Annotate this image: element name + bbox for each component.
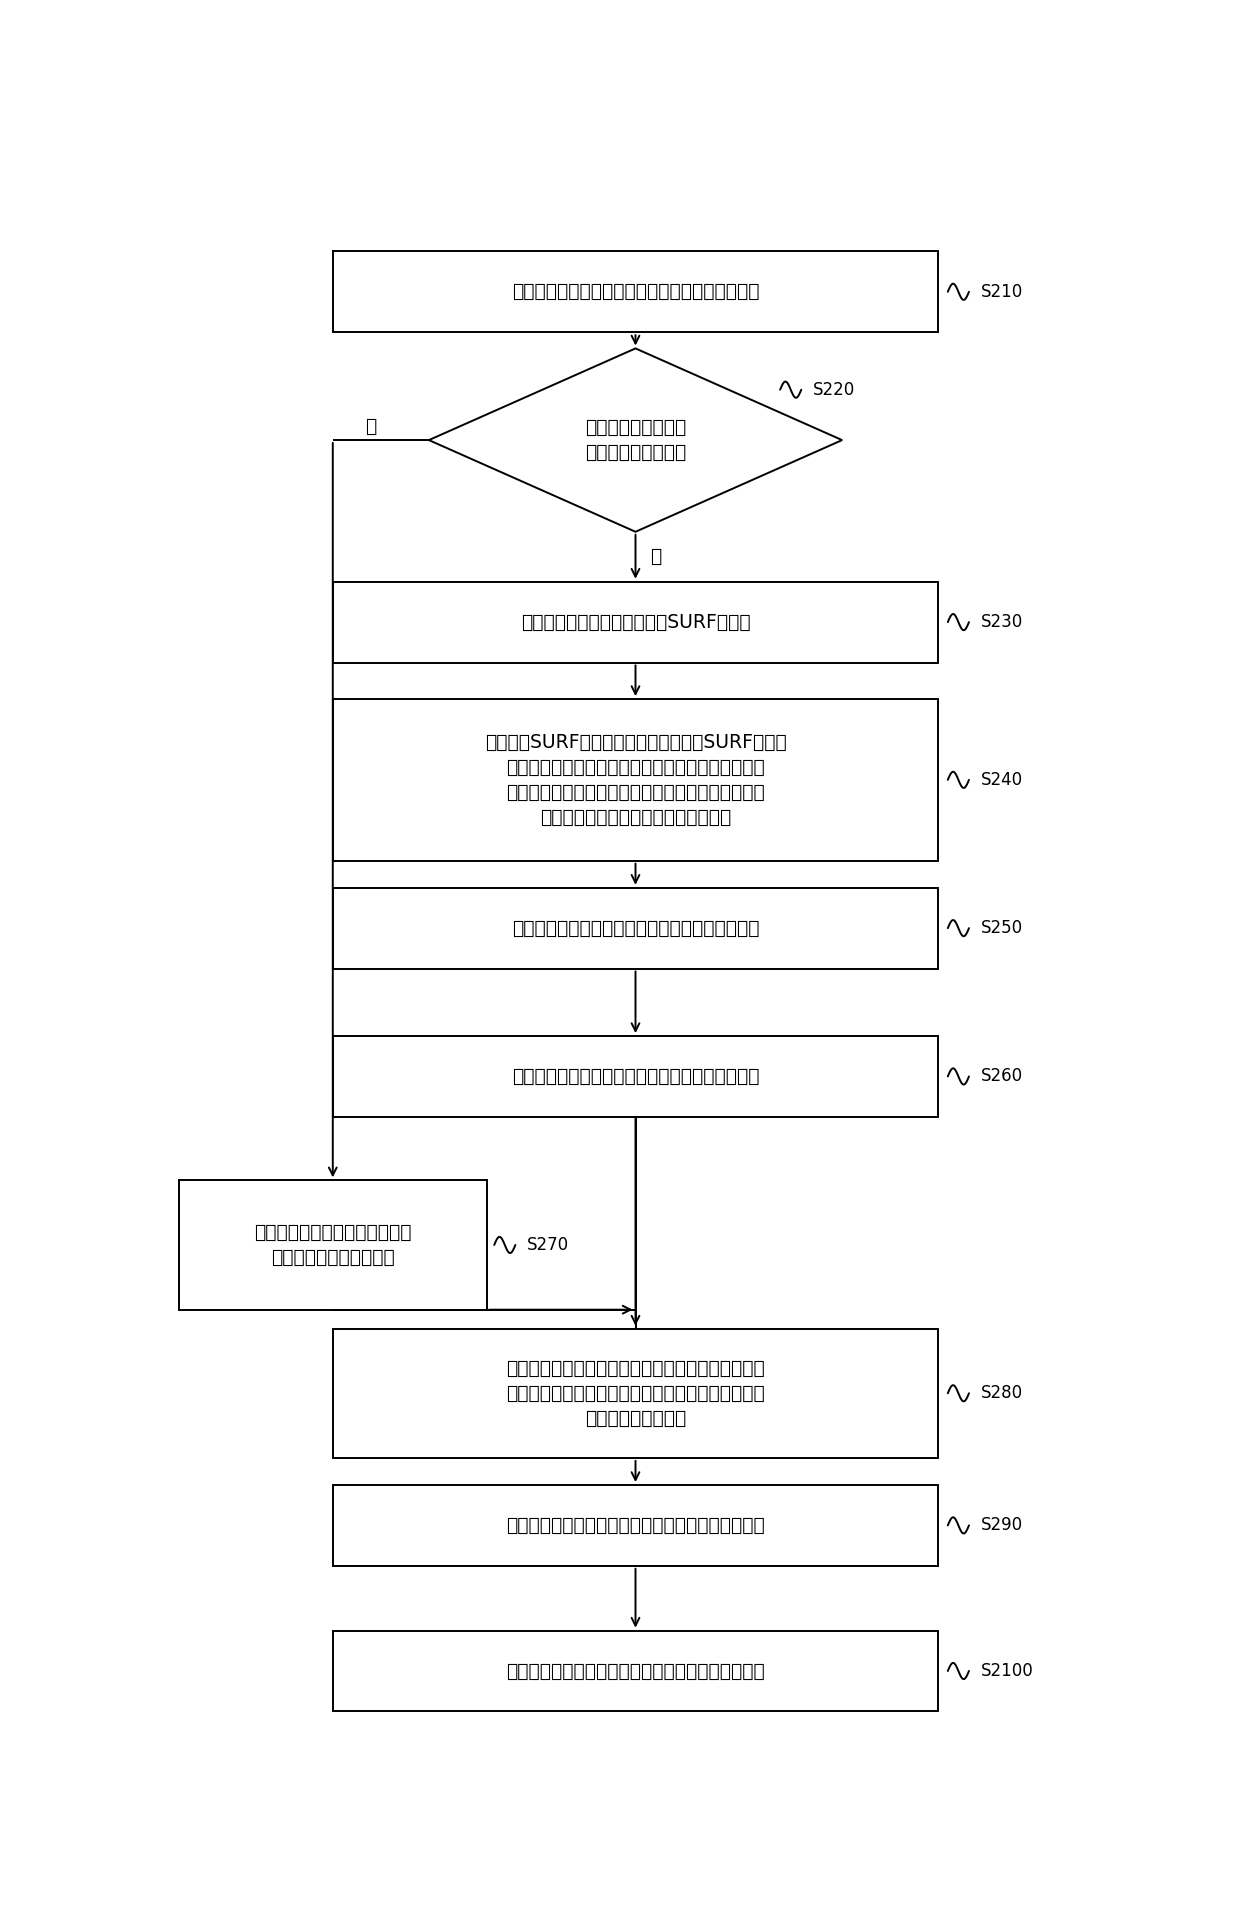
Text: S220: S220 — [812, 381, 856, 399]
Text: S270: S270 — [527, 1236, 569, 1254]
Text: S250: S250 — [981, 919, 1023, 938]
FancyBboxPatch shape — [332, 582, 939, 663]
Text: 检测所述第一帧焊缝图像中的SURF特征点: 检测所述第一帧焊缝图像中的SURF特征点 — [521, 612, 750, 632]
Text: 获取一帧焊缝图像，对所述焊缝图像进行中值滤波: 获取一帧焊缝图像，对所述焊缝图像进行中值滤波 — [512, 283, 759, 300]
Text: 根据所述第二类特征点的分布确定第二感兴趣区域: 根据所述第二类特征点的分布确定第二感兴趣区域 — [512, 1067, 759, 1086]
FancyBboxPatch shape — [332, 1631, 939, 1712]
Text: 在所述第二二值化感兴趣区域中确定两个焊缝特征点: 在所述第二二值化感兴趣区域中确定两个焊缝特征点 — [506, 1662, 765, 1681]
Text: S210: S210 — [981, 283, 1023, 300]
Text: S240: S240 — [981, 770, 1023, 790]
Text: S290: S290 — [981, 1516, 1023, 1535]
Text: 否: 否 — [365, 418, 376, 435]
Text: 在所述第一二值化感兴趣区域中确定两个焊缝特征点: 在所述第一二值化感兴趣区域中确定两个焊缝特征点 — [506, 1516, 765, 1535]
FancyBboxPatch shape — [332, 699, 939, 861]
Text: S230: S230 — [981, 612, 1023, 632]
Text: 在所述焊缝图像中获取第一感兴
趣区域和第二感兴趣区域: 在所述焊缝图像中获取第一感兴 趣区域和第二感兴趣区域 — [254, 1223, 412, 1267]
Text: 分别对所述第一感兴趣区域和所述第二感兴趣区域进
行二值化分割处理，得到第一二值化感兴趣区域和第
二二值化感兴趣区域: 分别对所述第一感兴趣区域和所述第二感兴趣区域进 行二值化分割处理，得到第一二值化… — [506, 1358, 765, 1427]
FancyBboxPatch shape — [332, 888, 939, 969]
Polygon shape — [429, 349, 842, 532]
Text: S260: S260 — [981, 1067, 1023, 1086]
FancyBboxPatch shape — [332, 1329, 939, 1458]
FancyBboxPatch shape — [332, 252, 939, 331]
FancyBboxPatch shape — [332, 1485, 939, 1566]
Text: 判断所述焊缝图像是
否为第一帧焊缝图像: 判断所述焊缝图像是 否为第一帧焊缝图像 — [585, 418, 686, 462]
FancyBboxPatch shape — [332, 1036, 939, 1117]
Text: 是: 是 — [650, 547, 661, 566]
Text: S280: S280 — [981, 1385, 1023, 1402]
Text: 根据所述SURF特征点的纵坐标值将所述SURF特征点
划分为第一类特征点和第二类特征点，其中，第一类
特征点指示工件表面条纹区域内的特征点，第二类特
征点指示焊: 根据所述SURF特征点的纵坐标值将所述SURF特征点 划分为第一类特征点和第二类… — [485, 732, 786, 826]
Text: S2100: S2100 — [981, 1662, 1033, 1679]
FancyBboxPatch shape — [179, 1181, 486, 1310]
Text: 根据所述第一类特征点的分布确定第一感兴趣区域: 根据所述第一类特征点的分布确定第一感兴趣区域 — [512, 919, 759, 938]
